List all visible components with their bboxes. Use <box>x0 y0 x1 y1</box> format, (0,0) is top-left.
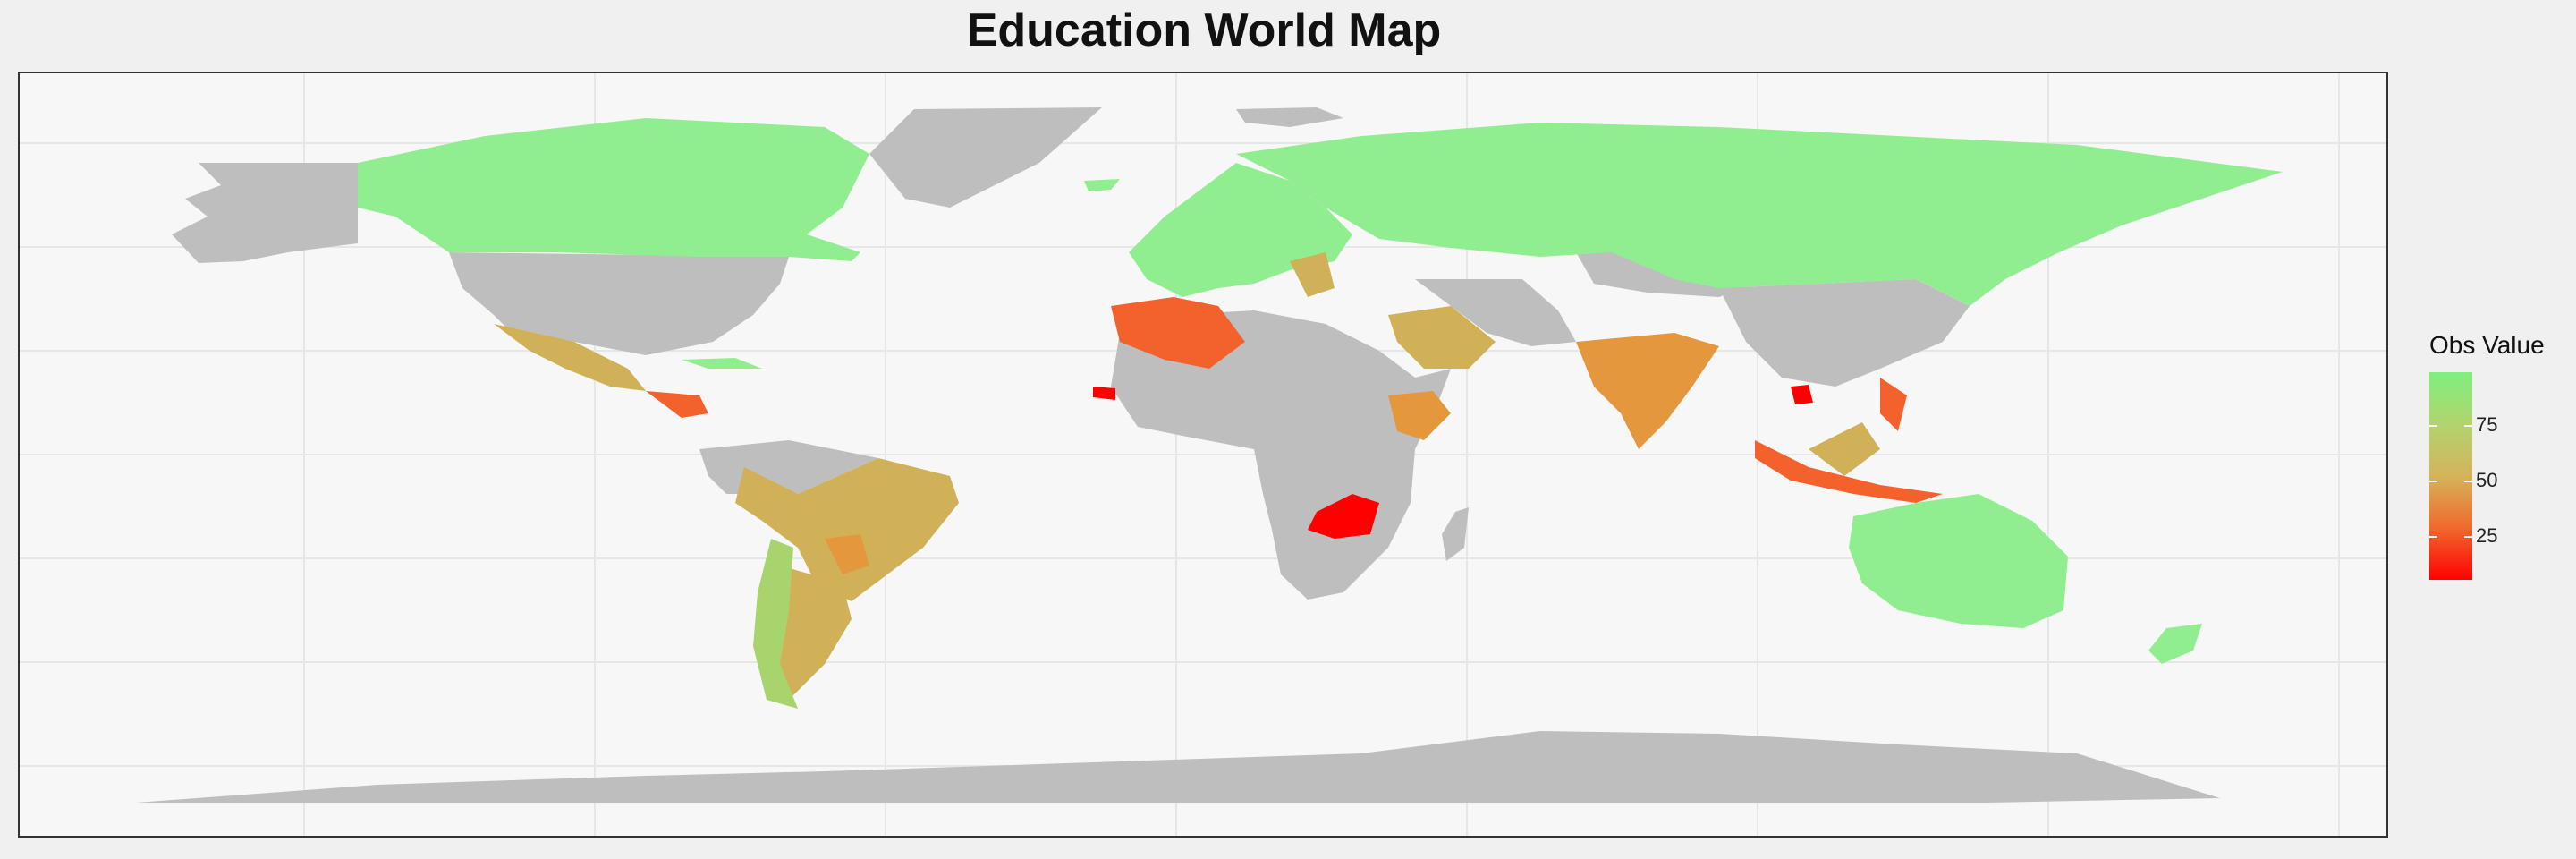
legend: Obs Value 75 50 25 <box>2415 331 2567 600</box>
region-madagascar <box>1442 507 1469 561</box>
chart-title: Education World Map <box>966 4 1442 56</box>
region-algeria <box>1111 297 1245 369</box>
region-paraguay <box>825 534 869 574</box>
legend-title: Obs Value <box>2429 331 2545 359</box>
region-china <box>1719 279 1970 387</box>
region-saudi-arabia <box>1388 306 1496 369</box>
region-brazil <box>735 458 959 601</box>
region-philippines <box>1880 378 1907 431</box>
region-cuba <box>682 358 762 369</box>
legend-colorbar <box>2429 372 2472 580</box>
legend-tick-label: 25 <box>2476 524 2498 547</box>
high-value-regions <box>358 118 2283 664</box>
region-middle-east <box>1415 279 1576 346</box>
world-map <box>20 73 2386 836</box>
region-new-zealand <box>2148 624 2202 664</box>
mid-value-regions <box>825 333 1719 574</box>
map-panel <box>18 72 2388 838</box>
region-argentina <box>771 566 852 700</box>
no-data-regions <box>136 107 2220 803</box>
region-cambodia <box>1791 385 1813 404</box>
region-australia <box>1849 494 2068 628</box>
lowest-value-regions <box>1093 385 1813 539</box>
region-balkans <box>1290 252 1335 297</box>
region-mexico <box>494 324 646 391</box>
region-russia <box>1236 123 2283 306</box>
region-antarctica <box>136 731 2220 803</box>
region-zambia <box>1308 494 1379 539</box>
region-chile <box>753 539 798 709</box>
region-central-america <box>646 391 708 418</box>
legend-gradient-fill <box>2429 372 2472 580</box>
region-greenland <box>869 107 1102 208</box>
region-iceland <box>1084 179 1120 191</box>
region-borneo <box>1809 422 1880 476</box>
legend-tick-label: 75 <box>2476 413 2498 436</box>
region-united-states <box>449 252 789 355</box>
region-alaska <box>172 163 358 263</box>
region-svalbard <box>1236 107 1343 127</box>
low-value-regions <box>646 297 1943 503</box>
region-india <box>1576 333 1719 449</box>
region-indonesia <box>1755 440 1943 503</box>
mid-high-regions <box>494 252 1880 700</box>
region-ethiopia <box>1388 391 1451 440</box>
region-senegal <box>1093 387 1115 400</box>
legend-tick-label: 50 <box>2476 469 2498 491</box>
region-canada <box>358 118 869 261</box>
